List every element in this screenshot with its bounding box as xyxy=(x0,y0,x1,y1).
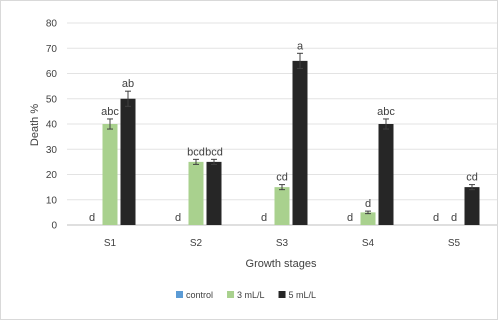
legend-label: control xyxy=(186,290,213,300)
significance-label: d xyxy=(175,212,181,224)
x-category-labels: S1 S2 S3 S4 S5 xyxy=(104,238,461,249)
y-tick-label: 30 xyxy=(46,145,58,156)
y-tick-label: 60 xyxy=(46,69,58,80)
significance-label: d xyxy=(433,212,439,224)
y-tick-label: 80 xyxy=(46,19,58,30)
legend-label: 3 mL/L xyxy=(237,290,265,300)
significance-label: cd xyxy=(466,172,478,184)
significance-label: d xyxy=(261,212,267,224)
significance-label: bcd xyxy=(205,146,223,158)
error-bars xyxy=(107,52,475,215)
significance-label: d xyxy=(451,212,457,224)
legend-swatch xyxy=(278,291,286,298)
y-tick-label: 50 xyxy=(46,94,58,105)
legend-swatch xyxy=(176,291,183,298)
y-tick-label: 0 xyxy=(51,221,57,232)
legend-label: 5 mL/L xyxy=(289,290,317,300)
gridlines xyxy=(67,22,497,226)
significance-label: d xyxy=(365,198,371,210)
bar-3-ml-l xyxy=(274,187,290,225)
bar-5-ml-l xyxy=(120,98,136,225)
bar-5-ml-l xyxy=(292,60,308,225)
significance-label: a xyxy=(297,40,304,52)
significance-label: bcd xyxy=(187,146,205,158)
significance-label: abc xyxy=(101,106,119,118)
legend-swatch xyxy=(227,291,235,298)
bar-5-ml-l xyxy=(378,124,394,225)
significance-label: d xyxy=(347,212,353,224)
y-tick-label: 10 xyxy=(46,195,58,206)
significance-label: cd xyxy=(276,172,288,184)
bar-5-ml-l xyxy=(464,187,480,225)
y-axis-title: Death % xyxy=(29,104,41,146)
x-category-label: S1 xyxy=(104,238,117,249)
y-tick-labels: 0 10 20 30 40 50 60 70 80 xyxy=(46,19,58,232)
bar-3-ml-l xyxy=(188,161,204,225)
bars xyxy=(102,60,480,225)
x-category-label: S4 xyxy=(362,238,375,249)
y-tick-label: 70 xyxy=(46,44,58,55)
bar-5-ml-l xyxy=(206,161,222,225)
significance-label: abc xyxy=(377,106,395,118)
bar-3-ml-l xyxy=(102,124,118,225)
x-category-label: S3 xyxy=(276,238,289,249)
y-tick-label: 20 xyxy=(46,170,58,181)
y-tick-label: 40 xyxy=(46,120,58,131)
bar-3-ml-l xyxy=(360,212,376,225)
x-axis-title: Growth stages xyxy=(246,258,317,270)
significance-label: d xyxy=(89,212,95,224)
legend: control 3 mL/L 5 mL/L xyxy=(176,290,316,300)
x-category-label: S5 xyxy=(448,238,461,249)
x-category-label: S2 xyxy=(190,238,203,249)
significance-label: ab xyxy=(122,78,134,90)
